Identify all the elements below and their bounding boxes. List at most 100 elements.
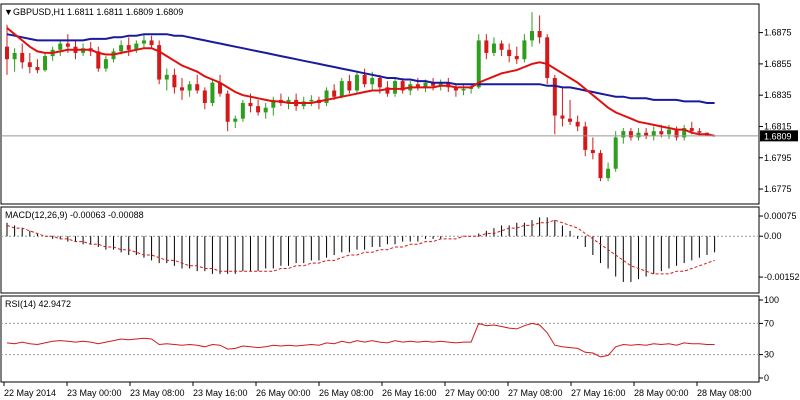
time-tick-label: 27 May 00:00 — [445, 388, 500, 398]
candle-body — [362, 74, 367, 85]
chart-title-arrow-icon[interactable]: ▼ — [4, 7, 13, 17]
time-tick-label: 26 May 16:00 — [382, 388, 437, 398]
candle-body — [347, 81, 352, 91]
candle-body — [666, 129, 671, 135]
candle-body — [248, 103, 253, 107]
ma-slow-line — [6, 33, 715, 104]
macd-axis: 0.00075 0.00 -0.00152 — [759, 211, 800, 282]
candle-body — [606, 168, 611, 179]
macd-histogram — [6, 217, 716, 282]
candle-body — [530, 31, 534, 41]
time-tick-label: 26 May 00:00 — [256, 388, 311, 398]
candle-body — [568, 118, 573, 122]
candle-body — [35, 67, 40, 71]
candle-body — [271, 99, 276, 108]
macd-tick-label: -0.00152 — [764, 272, 800, 282]
candle-body — [590, 149, 595, 154]
rsi-panel[interactable] — [0, 295, 760, 383]
time-tick-label: 23 May 16:00 — [193, 388, 248, 398]
time-tick-label: 22 May 2014 — [4, 388, 56, 398]
candle-body — [256, 106, 261, 113]
price-tick-label: 1.6835 — [764, 90, 792, 100]
candle-body — [621, 131, 626, 138]
candle-body — [598, 153, 603, 179]
candle-body — [377, 77, 382, 88]
candle-body — [103, 59, 108, 69]
price-panel[interactable] — [0, 3, 760, 205]
candle-body — [461, 88, 466, 91]
candle-body — [385, 87, 390, 94]
candle-body — [507, 49, 512, 57]
candle-body — [157, 45, 162, 80]
candle-body — [210, 82, 215, 103]
rsi-line — [6, 322, 715, 358]
candle-body — [415, 84, 420, 88]
time-tick-label: 23 May 00:00 — [67, 388, 122, 398]
candle-body — [499, 43, 504, 50]
time-tick-label: 27 May 08:00 — [508, 388, 563, 398]
candle-body — [12, 52, 17, 60]
time-tick-label: 28 May 08:00 — [697, 388, 752, 398]
candle-body — [27, 62, 32, 68]
candle-body — [202, 90, 207, 103]
macd-title: MACD(12,26,9) -0.00063 -0.00088 — [5, 210, 144, 220]
time-tick-label: 27 May 16:00 — [571, 388, 626, 398]
rsi-title: RSI(14) 42.9472 — [5, 299, 71, 309]
candle-body — [423, 82, 428, 88]
candle-body — [286, 99, 291, 103]
time-tick-label: 26 May 08:00 — [319, 388, 374, 398]
candle-body — [659, 131, 664, 135]
candle-body — [522, 40, 527, 60]
chart-symbol-label: GBPUSD,H1 — [13, 7, 65, 17]
candle-body — [613, 137, 618, 169]
current-price-box: 1.6809 — [760, 130, 798, 142]
candle-body — [491, 43, 496, 53]
candle-body — [225, 93, 230, 122]
candle-body — [552, 77, 557, 116]
candle-body — [263, 107, 268, 113]
price-tick-label: 1.6815 — [764, 121, 792, 131]
candle-body — [58, 43, 63, 50]
rsi-tick-label: 0 — [764, 373, 769, 383]
candle-body — [172, 74, 177, 88]
candle-body — [514, 56, 519, 60]
price-tick-label: 1.6795 — [764, 153, 792, 163]
candle-body — [339, 81, 344, 97]
candle-body — [218, 82, 223, 94]
candle-body — [583, 126, 588, 150]
candle-body — [240, 103, 245, 119]
rsi-tick-label: 100 — [764, 295, 779, 305]
macd-panel[interactable] — [0, 206, 760, 294]
candle-body — [134, 43, 139, 50]
candle-body — [332, 90, 337, 97]
candle-body — [20, 52, 25, 63]
candle-body — [233, 118, 238, 122]
candle-body — [164, 74, 169, 80]
candle-body — [697, 131, 702, 133]
price-tick-label: 1.6855 — [764, 59, 792, 69]
current-price-marker — [760, 130, 798, 142]
candle-body — [651, 131, 656, 136]
candle-body — [195, 84, 200, 91]
candle-body — [141, 40, 146, 44]
candle-body — [324, 90, 329, 103]
candle-body — [5, 46, 9, 60]
macd-tick-label: 0.00 — [764, 231, 782, 241]
candle-body — [393, 81, 398, 94]
candle-body — [370, 77, 375, 85]
time-axis: 22 May 2014 23 May 00:00 23 May 08:00 23 Ma… — [3, 382, 752, 398]
candle-body — [355, 74, 359, 91]
macd-tick-label: 0.00075 — [764, 211, 797, 221]
time-tick-label: 28 May 00:00 — [634, 388, 689, 398]
candle-body — [628, 131, 633, 138]
candle-body — [537, 31, 542, 38]
time-tick-label: 23 May 08:00 — [130, 388, 185, 398]
candle-body — [636, 132, 641, 138]
price-tick-label: 1.6875 — [764, 28, 792, 38]
chart-ohlc-values: 1.6811 1.6811 1.6809 1.6809 — [67, 7, 183, 17]
candle-body — [682, 128, 687, 138]
candle-body — [309, 99, 314, 102]
ma-fast-line — [6, 27, 715, 137]
candle-body — [187, 84, 192, 91]
